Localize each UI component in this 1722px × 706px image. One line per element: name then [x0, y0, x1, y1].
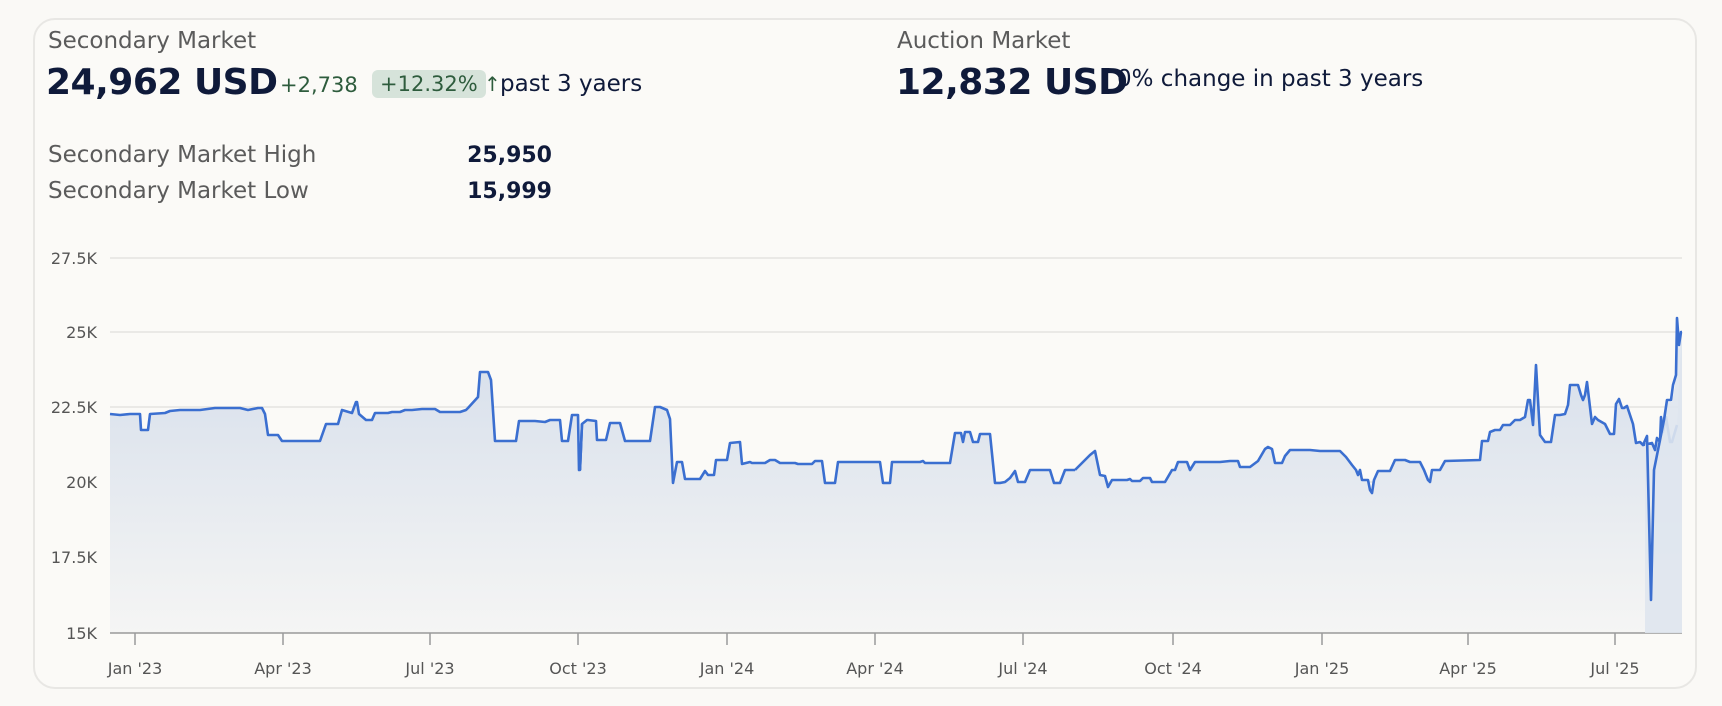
auction-market-title: Auction Market — [897, 28, 1071, 54]
x-tick-label: Jul '24 — [998, 659, 1048, 678]
axis-x — [110, 632, 1682, 645]
x-tick-label: Jan '25 — [1294, 659, 1350, 678]
x-tick-label: Oct '23 — [549, 659, 607, 678]
arrow-up-icon: ↑ — [484, 72, 501, 96]
secondary-high-label: Secondary Market High — [48, 142, 317, 168]
price-line — [109, 370, 1075, 485]
secondary-low-value: 15,999 — [467, 179, 552, 204]
y-tick-label: 20K — [66, 473, 97, 492]
x-tick-label: Jan '23 — [107, 659, 163, 678]
secondary-change-abs: +2,738 — [280, 73, 358, 97]
secondary-low-label: Secondary Market Low — [48, 178, 309, 204]
price-area-fill — [110, 330, 1682, 633]
y-tick-label: 22.5K — [50, 398, 97, 417]
x-tick-label: Apr '25 — [1439, 659, 1497, 678]
y-tick-label: 15K — [66, 624, 97, 643]
y-tick-label: 25K — [66, 323, 97, 342]
price-line — [1074, 363, 1679, 495]
auction-change-text: 0% change in past 3 years — [1117, 66, 1424, 92]
secondary-change-pct-badge: +12.32% — [372, 70, 486, 98]
y-tick-label: 17.5K — [50, 548, 97, 567]
y-tick-label: 27.5K — [50, 249, 97, 268]
x-tick-label: Oct '24 — [1144, 659, 1202, 678]
x-tick-label: Jan '24 — [699, 659, 755, 678]
secondary-high-value: 25,950 — [467, 143, 552, 168]
x-tick-label: Jul '25 — [1590, 659, 1640, 678]
x-tick-label: Jul '23 — [405, 659, 455, 678]
auction-market-price: 12,832 USD — [896, 62, 1128, 103]
secondary-market-price: 24,962 USD — [46, 62, 278, 103]
secondary-period-text: past 3 yaers — [500, 71, 643, 97]
price-line — [578, 423, 584, 471]
x-tick-label: Apr '23 — [254, 659, 312, 678]
secondary-market-title: Secondary Market — [48, 28, 257, 54]
x-tick-label: Apr '24 — [846, 659, 904, 678]
